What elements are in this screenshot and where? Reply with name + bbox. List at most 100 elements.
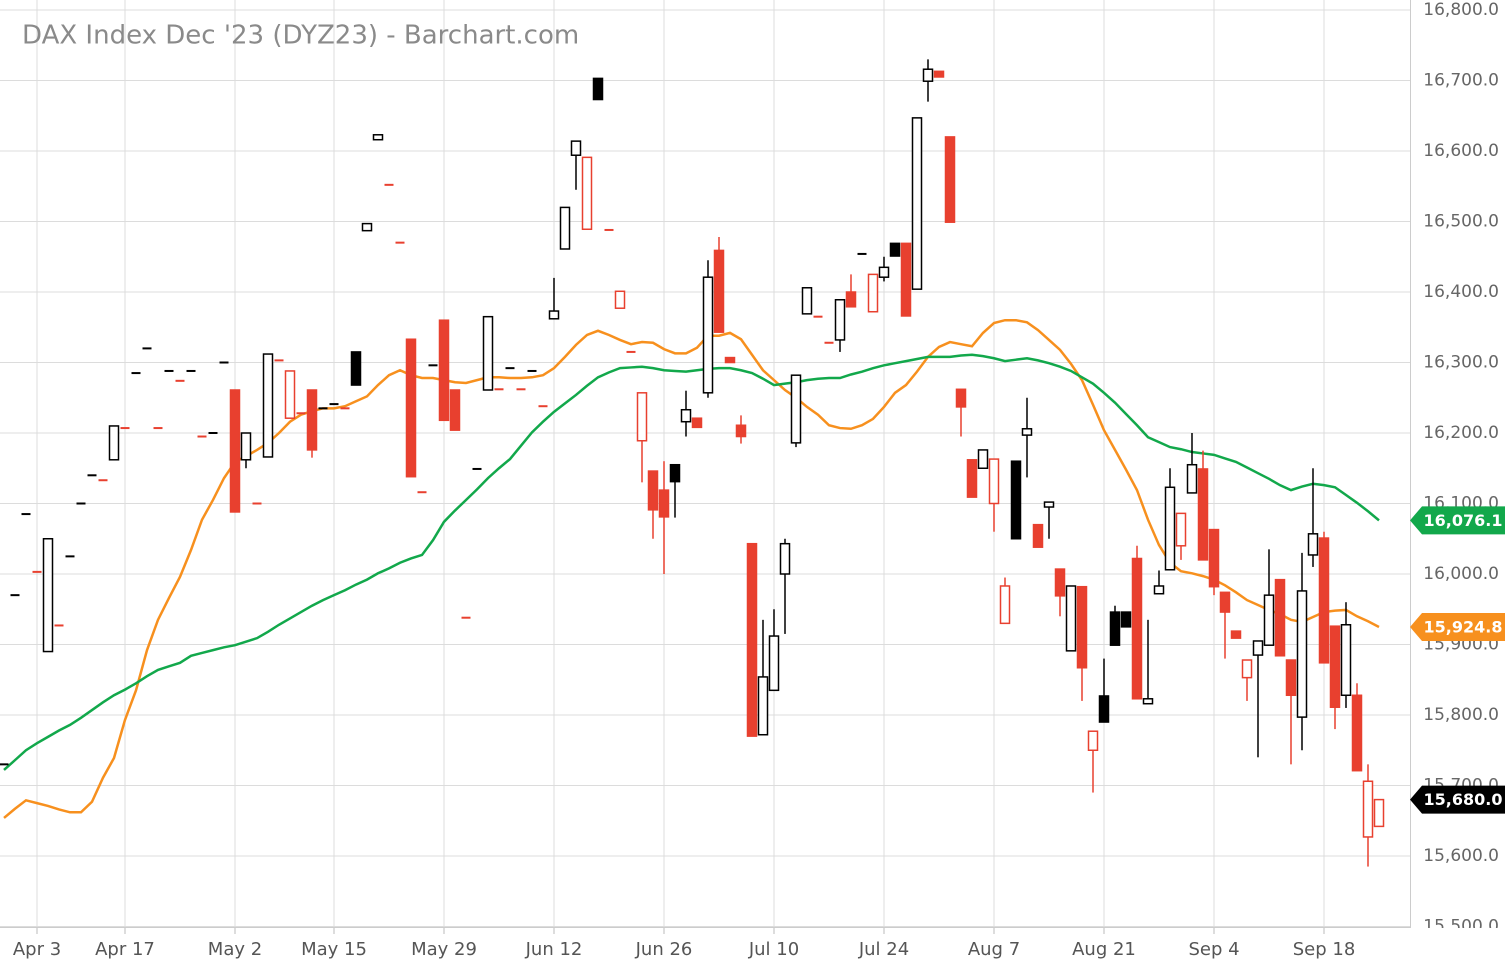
candle-body	[449, 389, 461, 431]
candle-body	[438, 319, 450, 422]
candle-body	[768, 635, 780, 692]
candle-body	[1098, 695, 1110, 723]
candle-body	[1186, 463, 1198, 494]
candle-body	[1208, 528, 1220, 588]
tick-layer: 15,500.015,600.015,700.015,800.015,900.0…	[1423, 0, 1499, 937]
candle-body	[944, 136, 956, 223]
candle-body	[1142, 698, 1154, 705]
candle-body	[1054, 568, 1066, 597]
candle-body	[1329, 625, 1341, 708]
x-tick-label: Jun 26	[635, 939, 693, 960]
candle-body	[900, 242, 912, 317]
x-tick-label: May 15	[301, 939, 367, 960]
candle-body	[1120, 611, 1132, 628]
candle-body	[636, 392, 648, 442]
candle-body	[669, 463, 681, 483]
candle-body	[1241, 659, 1253, 679]
candle-body	[284, 370, 296, 419]
y-tick-label: 16,800.0	[1423, 0, 1499, 20]
x-tick-label: Sep 18	[1293, 939, 1356, 960]
last-value-label: 15,680.0	[1424, 790, 1503, 809]
candle-body	[1153, 585, 1165, 595]
candle-body	[922, 68, 934, 82]
candle-body	[1263, 594, 1275, 646]
candle-body	[691, 417, 703, 429]
candle-body	[1010, 460, 1022, 540]
x-tick-label: May 2	[208, 939, 262, 960]
candle-body	[614, 290, 626, 309]
mark-layer	[0, 59, 1385, 867]
candle-body	[911, 117, 923, 290]
candle-body	[702, 276, 714, 394]
y-tick-label: 15,800.0	[1423, 705, 1499, 725]
y-tick-label: 16,000.0	[1423, 564, 1499, 584]
y-tick-label: 16,400.0	[1423, 282, 1499, 302]
candle-body	[1296, 590, 1308, 718]
candle-body	[1197, 468, 1209, 561]
candle-body	[1021, 428, 1033, 436]
candle-body	[1219, 591, 1231, 613]
y-tick-label: 16,200.0	[1423, 423, 1499, 443]
candle-body	[999, 585, 1011, 625]
candle-body	[1043, 501, 1055, 508]
candle-body	[1065, 585, 1077, 652]
grid-layer	[0, 0, 1410, 927]
candle-body	[1131, 557, 1143, 700]
candle-body	[933, 70, 945, 78]
candle-body	[1318, 537, 1330, 664]
candle-body	[966, 459, 978, 498]
candle-body	[592, 77, 604, 101]
candle-body	[581, 156, 593, 231]
y-tick-label: 16,600.0	[1423, 141, 1499, 161]
y-tick-label: 16,300.0	[1423, 353, 1499, 373]
candle-body	[306, 389, 318, 451]
candle-body	[1340, 624, 1352, 697]
x-tick-label: Apr 3	[13, 939, 61, 960]
candle-body	[1307, 533, 1319, 556]
x-tick-label: Sep 4	[1188, 939, 1239, 960]
candle-body	[834, 299, 846, 341]
candle-body	[1109, 611, 1121, 646]
candle-body	[757, 676, 769, 736]
candle-body	[229, 389, 241, 513]
y-tick-label: 16,500.0	[1423, 212, 1499, 232]
candle-body	[977, 449, 989, 470]
candle-body	[867, 273, 879, 313]
x-tick-label: Jul 10	[748, 939, 799, 960]
y-tick-label: 15,600.0	[1423, 846, 1499, 866]
candle-body	[240, 432, 252, 461]
candle-body	[548, 310, 560, 320]
candle-body	[845, 291, 857, 308]
chart-title: DAX Index Dec '23 (DYZ23) - Barchart.com	[22, 21, 579, 51]
candle-body	[801, 287, 813, 315]
candle-body	[658, 489, 670, 518]
last-value-label: 16,076.1	[1424, 511, 1503, 530]
candle-body	[570, 140, 582, 156]
candle-body	[1230, 630, 1242, 639]
candle-body	[405, 338, 417, 478]
candle-body	[1351, 694, 1363, 772]
candle-body	[482, 315, 494, 391]
candle-body	[889, 242, 901, 257]
candle-body	[108, 425, 120, 461]
candle-body	[361, 222, 373, 232]
candle-body	[42, 538, 54, 653]
candle-body	[779, 542, 791, 575]
candle-body	[647, 470, 659, 511]
candle-body	[1373, 798, 1385, 828]
bottom-band	[0, 928, 1507, 967]
candle-body	[790, 374, 802, 444]
candle-body	[1087, 730, 1099, 752]
candle-body	[262, 353, 274, 458]
candle-body	[735, 424, 747, 438]
candle-body	[713, 249, 725, 333]
x-tick-label: Aug 7	[968, 939, 1020, 960]
y-tick-label: 16,700.0	[1423, 71, 1499, 91]
candle-body	[372, 134, 384, 141]
last-value-tag	[1410, 613, 1505, 642]
candle-body	[746, 542, 758, 737]
candle-body	[988, 458, 1000, 505]
candle-body	[1252, 640, 1264, 656]
candle-body	[1274, 578, 1286, 657]
